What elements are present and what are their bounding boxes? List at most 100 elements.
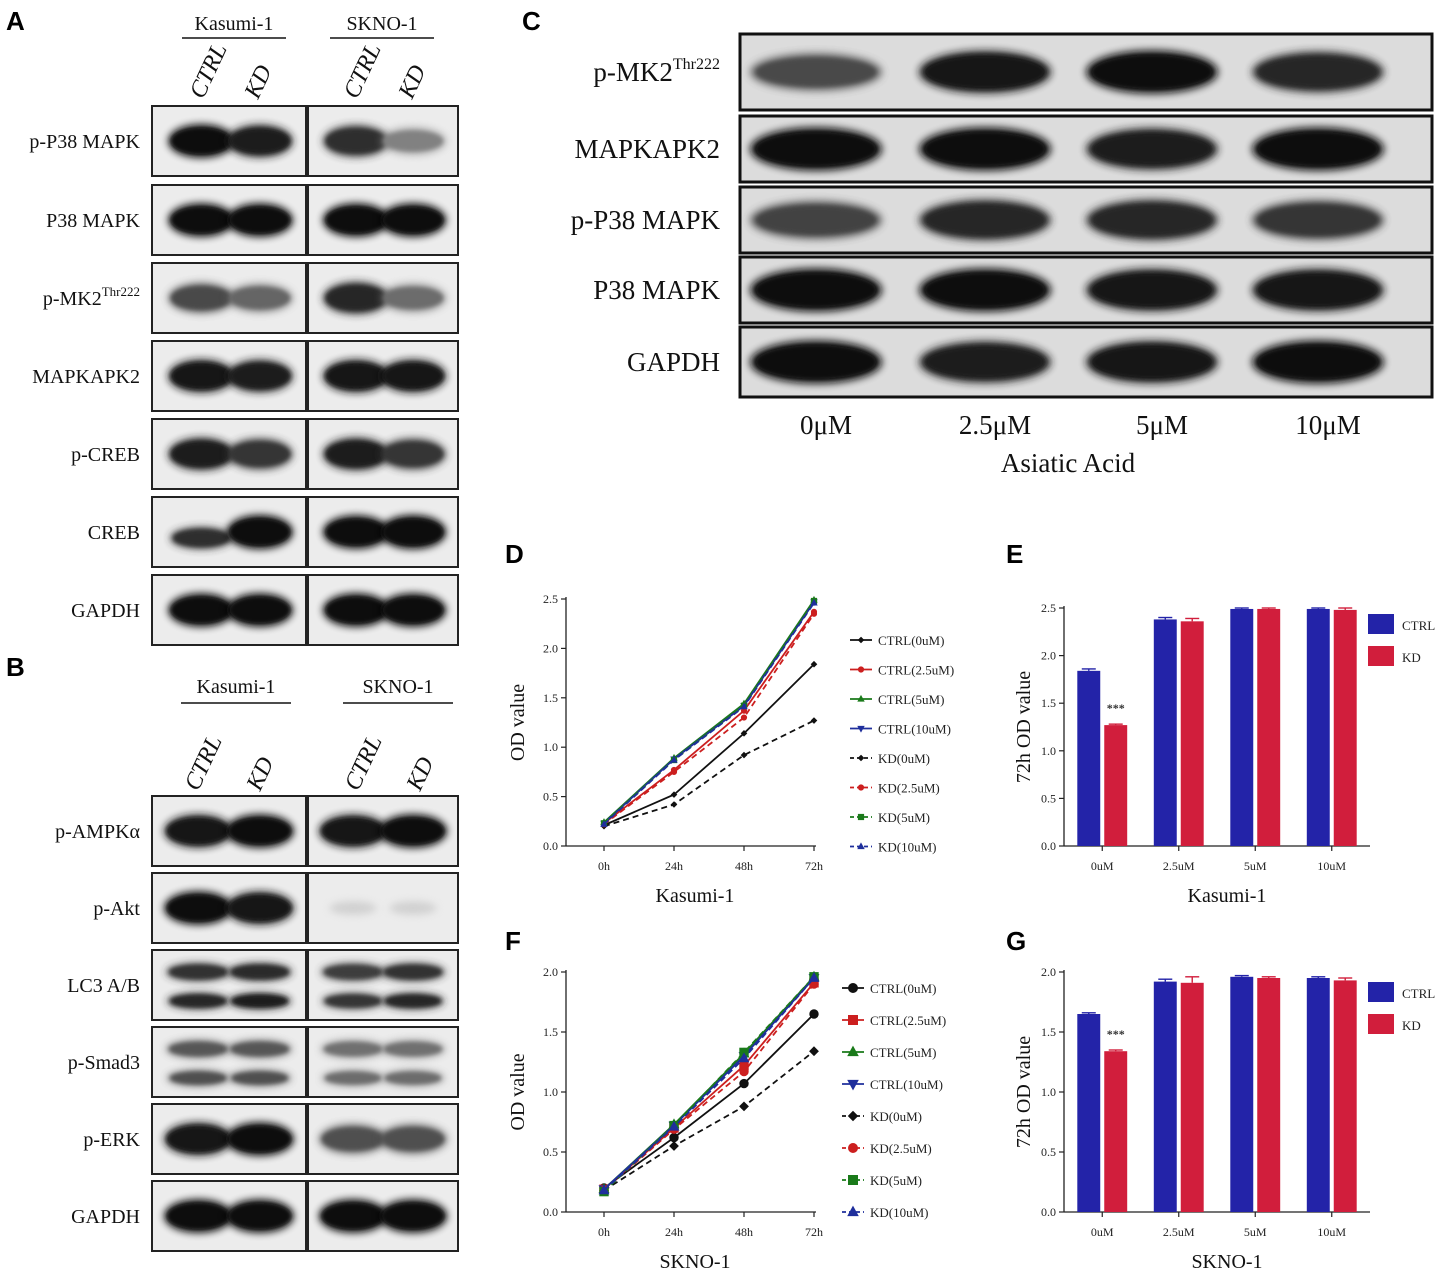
data-point (857, 842, 865, 850)
y-tick-label: 1.0 (543, 1085, 558, 1099)
panel-d-letter: D (505, 539, 524, 569)
row-label-p-erk: p-ERK (83, 1129, 140, 1151)
data-point (810, 660, 818, 668)
row-label-p38-mapk: P38 MAPK (46, 210, 140, 232)
band-upper (227, 1040, 292, 1058)
y-tick-label: 2.0 (1041, 649, 1056, 663)
legend-label-kd-0um: KD(0uM) (878, 751, 930, 766)
band (1252, 51, 1384, 93)
lane-label-kd: KD (393, 61, 431, 103)
bar-ctrl-5um (1230, 608, 1254, 846)
row-label-p38-mapk: P38 MAPK (593, 275, 720, 305)
y-tick-label: 1.0 (543, 740, 558, 754)
panel-a-letter: A (6, 6, 25, 36)
chart-panel-d: D 0.0 0.5 1.0 1.5 2.0 2.5 OD value Kasumi-1 0h 24h… (505, 539, 954, 907)
y-tick-label: 0.5 (543, 1145, 558, 1159)
series-line-kd-0um (603, 719, 815, 828)
y-tick-label: 2.5 (543, 592, 558, 606)
series-line-kd-5um (603, 600, 815, 824)
band (750, 127, 882, 171)
band (919, 341, 1051, 383)
data-point (810, 598, 818, 606)
band (1252, 127, 1384, 171)
bar-kd-5um (1257, 978, 1281, 1212)
legend-label-kd-5um: KD(5uM) (878, 810, 930, 825)
legend-label-ctrl-5um: CTRL(5uM) (878, 692, 944, 707)
data-point (740, 730, 748, 737)
data-point (669, 1132, 679, 1143)
lane-label-kd: KD (239, 61, 277, 103)
chart-panel-f: F 0.0 0.5 1.0 1.5 2.0 OD value SKNO-1 0h 24h 48h 72… (505, 926, 946, 1273)
chart-panels: D 0.0 0.5 1.0 1.5 2.0 2.5 OD value Kasumi-1 0h 24h… (505, 539, 1435, 1273)
band (319, 1199, 387, 1233)
significance-annotation: *** (1107, 1027, 1125, 1041)
bar-ctrl-10um (1306, 978, 1330, 1212)
x-axis-title: Kasumi-1 (656, 885, 735, 907)
y-axis-title: OD value (507, 1053, 529, 1130)
row-label-lc3-a-b: LC3 A/B (67, 975, 140, 997)
x-tick-label: 24h (665, 1225, 683, 1239)
lane-label-ctrl: CTRL (339, 40, 387, 103)
y-tick-label: 1.5 (543, 691, 558, 705)
x-tick-label: 10uM (1317, 859, 1346, 873)
significance-annotation: *** (1107, 701, 1125, 715)
series-line-kd-2-5um (603, 613, 815, 825)
data-point (848, 1143, 858, 1153)
band (164, 1199, 233, 1233)
x-tick-label: 48h (735, 1225, 753, 1239)
row-label-mapkapk2: MAPKAPK2 (574, 134, 720, 164)
bar-kd-10um (1333, 980, 1357, 1212)
bar-kd-0um (1104, 1051, 1128, 1212)
lane-label-kd: KD (241, 753, 279, 795)
band-lower (382, 993, 444, 1009)
x-axis-title: SKNO-1 (659, 1251, 730, 1273)
band (750, 200, 882, 240)
row-label-gapdh: GAPDH (627, 347, 720, 377)
band (225, 1199, 294, 1233)
dose-label-2-5-m: 2.5μM (959, 410, 1031, 440)
band (226, 203, 293, 237)
band-lower (322, 993, 384, 1009)
y-axis-title: 72h OD value (1013, 1036, 1035, 1148)
legend-label-ctrl-0um: CTRL(0uM) (878, 633, 944, 648)
dose-label-10-m: 10μM (1295, 410, 1360, 440)
data-point (670, 768, 678, 776)
band (168, 124, 235, 158)
band (379, 814, 447, 848)
data-point (600, 820, 608, 827)
legend-label-ctrl-5um: CTRL(5uM) (870, 1045, 936, 1060)
x-axis-title: SKNO-1 (1191, 1251, 1262, 1273)
band (164, 814, 233, 848)
band (1252, 340, 1384, 384)
lane-label-ctrl: CTRL (340, 732, 388, 795)
y-tick-label: 0.0 (543, 1205, 558, 1219)
band (1086, 199, 1218, 241)
panel-b-letter: B (6, 652, 25, 682)
y-tick-label: 1.5 (1041, 696, 1056, 710)
y-tick-label: 0.5 (1041, 1145, 1056, 1159)
row-label-p-ampk: p-AMPKα (55, 821, 140, 843)
band (323, 281, 389, 315)
legend-swatch-kd (1368, 1014, 1394, 1034)
band (226, 515, 293, 549)
x-tick-label: 10uM (1317, 1225, 1346, 1239)
data-point (668, 1120, 680, 1131)
band (319, 1124, 387, 1154)
legend-label-kd-0um: KD(0uM) (870, 1109, 922, 1124)
band (750, 340, 882, 384)
asiatic-acid-label: Asiatic Acid (1001, 448, 1136, 478)
data-point (739, 1101, 749, 1112)
data-point (809, 1046, 819, 1057)
y-tick-label: 0.0 (543, 839, 558, 853)
band (323, 437, 389, 471)
band (225, 1122, 294, 1156)
group-label-skno-1: SKNO-1 (346, 13, 417, 35)
legend-label-ctrl-10um: CTRL(10uM) (870, 1077, 943, 1092)
band (380, 127, 446, 155)
band-upper (381, 963, 445, 981)
band (380, 593, 446, 627)
series-line-ctrl-0um (603, 1013, 815, 1189)
panel-b: B Kasumi-1 SKNO-1 CTRL KD CTRL KD p-AMPKα p-Akt L… (6, 652, 459, 1252)
band (323, 515, 389, 549)
series-line-ctrl-2-5um (603, 611, 815, 824)
